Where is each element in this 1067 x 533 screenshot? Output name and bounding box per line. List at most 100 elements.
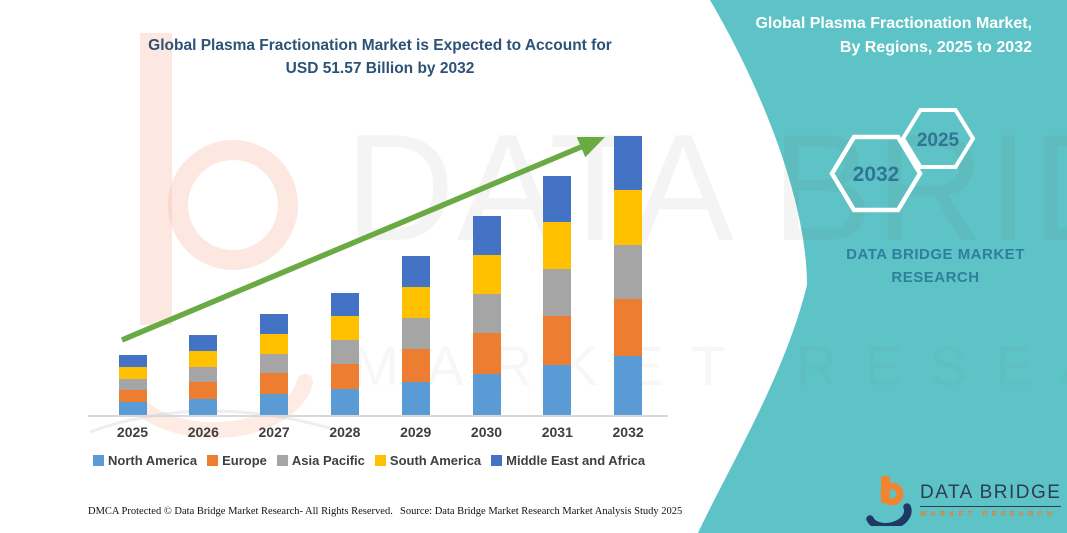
bar-segment-2032-south-america bbox=[614, 190, 643, 246]
bar-segment-2029-asia-pacific bbox=[401, 318, 430, 350]
bar-segment-2032-asia-pacific bbox=[614, 245, 643, 300]
bar-segment-2029-north-america bbox=[401, 381, 430, 416]
chart-title-line1: Global Plasma Fractionation Market is Ex… bbox=[148, 37, 612, 54]
bar-segment-2032-north-america bbox=[614, 356, 643, 416]
hexagon-2025 bbox=[900, 108, 976, 169]
logo-icon-bowl bbox=[880, 482, 904, 506]
footer-source: Source: Data Bridge Market Research Mark… bbox=[400, 506, 683, 517]
bar-segment-2026-north-america bbox=[189, 398, 218, 416]
legend-item-asia-pacific: Asia Pacific bbox=[276, 453, 365, 468]
x-tick-2029: 2029 bbox=[400, 424, 432, 440]
watermark-text-primary: DATA BRIDGE bbox=[345, 103, 1067, 273]
x-tick-2027: 2027 bbox=[258, 424, 290, 440]
legend-swatch-south-america bbox=[374, 455, 386, 466]
legend-swatch-europe bbox=[207, 455, 219, 466]
bar-2028 bbox=[330, 292, 359, 416]
bar-2026 bbox=[189, 335, 218, 416]
bar-segment-2025-asia-pacific bbox=[118, 378, 147, 390]
legend-label-south-america: South America bbox=[389, 453, 482, 468]
bar-segment-2026-europe bbox=[189, 381, 218, 399]
bar-segment-2030-north-america bbox=[472, 373, 501, 416]
bar-segment-2030-europe bbox=[472, 332, 501, 374]
hexagon-2032-label: 2032 bbox=[853, 163, 900, 186]
bar-2030 bbox=[472, 216, 501, 416]
logo-icon-swoosh bbox=[866, 503, 912, 526]
chart-legend: North America Europe Asia Pacific South Ame… bbox=[93, 453, 645, 468]
x-axis-line bbox=[88, 415, 668, 417]
legend-swatch-north-america bbox=[93, 455, 104, 466]
hexagon-badges: 2032 2025 bbox=[829, 108, 976, 213]
company-logo-icon bbox=[866, 476, 912, 526]
legend-item-europe: Europe bbox=[207, 453, 267, 468]
bar-2025 bbox=[118, 355, 147, 416]
bar-segment-2031-south-america bbox=[543, 222, 572, 270]
bar-segment-2025-middle-east-and-africa bbox=[118, 355, 147, 367]
chart-title-line2: USD 51.57 Billion by 2032 bbox=[285, 60, 475, 77]
teal-panel-shape bbox=[698, 0, 1067, 533]
legend-swatch-middle-east-and-africa bbox=[491, 455, 503, 466]
bar-2029 bbox=[401, 255, 430, 416]
company-logo-name: DATA BRIDGE bbox=[920, 482, 1062, 507]
legend-item-south-america: South America bbox=[374, 453, 482, 468]
logo-watermark-stem bbox=[140, 33, 172, 325]
chart-title: Global Plasma Fractionation Market is Ex… bbox=[95, 34, 665, 80]
bar-segment-2028-asia-pacific bbox=[330, 340, 359, 364]
bar-segment-2029-middle-east-and-africa bbox=[401, 255, 430, 287]
x-tick-2026: 2026 bbox=[187, 424, 219, 440]
bar-2031 bbox=[543, 176, 572, 416]
legend-item-middle-east-and-africa: Middle East and Africa bbox=[491, 453, 645, 468]
x-tick-2025: 2025 bbox=[116, 424, 149, 440]
bar-segment-2027-asia-pacific bbox=[260, 353, 289, 374]
panel-heading-line1: Global Plasma Fractionation Market, bbox=[755, 15, 1032, 32]
legend-label-middle-east-and-africa: Middle East and Africa bbox=[506, 453, 646, 468]
x-tick-2028: 2028 bbox=[329, 424, 361, 440]
panel-brand-text: DATA BRIDGE MARKET RESEARCH bbox=[828, 243, 1043, 289]
panel-heading: Global Plasma Fractionation Market, By R… bbox=[692, 12, 1032, 60]
bar-segment-2025-north-america bbox=[118, 402, 147, 416]
legend-label-asia-pacific: Asia Pacific bbox=[291, 453, 365, 468]
bar-segment-2031-middle-east-and-africa bbox=[543, 176, 572, 223]
bar-segment-2027-north-america bbox=[260, 394, 289, 416]
bar-segment-2030-south-america bbox=[472, 255, 501, 295]
panel-brand-line2: RESEARCH bbox=[891, 269, 980, 286]
company-logo-subtitle: MARKET RESEARCH bbox=[920, 509, 1057, 518]
bar-segment-2028-middle-east-and-africa bbox=[330, 292, 359, 316]
hexagon-2025-label: 2025 bbox=[917, 130, 960, 151]
bar-segment-2029-europe bbox=[401, 349, 430, 382]
legend-item-north-america: North America bbox=[93, 453, 197, 468]
panel-heading-line2: By Regions, 2025 to 2032 bbox=[839, 39, 1032, 56]
legend-swatch-asia-pacific bbox=[276, 455, 288, 466]
watermark-text-secondary: MARKET RESEARCH bbox=[352, 334, 1067, 397]
bar-segment-2026-south-america bbox=[189, 350, 218, 367]
bar-segment-2031-europe bbox=[543, 316, 572, 365]
x-tick-2031: 2031 bbox=[541, 424, 573, 440]
bar-segment-2028-north-america bbox=[330, 389, 359, 416]
bar-segment-2032-middle-east-and-africa bbox=[614, 136, 643, 191]
panel-brand-line1: DATA BRIDGE MARKET bbox=[846, 246, 1025, 263]
bar-segment-2027-south-america bbox=[260, 333, 289, 354]
logo-watermark-bowl bbox=[168, 140, 298, 270]
bar-segment-2027-middle-east-and-africa bbox=[260, 313, 289, 334]
bar-2032 bbox=[614, 136, 643, 416]
bar-segment-2025-europe bbox=[118, 389, 147, 403]
bar-segment-2026-asia-pacific bbox=[189, 366, 218, 382]
trend-arrow-line bbox=[120, 144, 583, 343]
bar-segment-2027-europe bbox=[260, 373, 289, 395]
x-tick-2032: 2032 bbox=[612, 424, 644, 440]
bar-segment-2031-asia-pacific bbox=[543, 269, 572, 317]
bar-segment-2028-south-america bbox=[330, 315, 359, 340]
company-logo: DATA BRIDGE MARKET RESEARCH bbox=[866, 474, 1062, 526]
company-logo-text: DATA BRIDGE MARKET RESEARCH bbox=[920, 482, 1062, 518]
bar-2027 bbox=[260, 313, 289, 416]
x-tick-2030: 2030 bbox=[470, 424, 503, 440]
logo-watermark-swoosh bbox=[124, 374, 313, 439]
bar-segment-2026-middle-east-and-africa bbox=[189, 335, 218, 351]
bar-segment-2025-south-america bbox=[118, 366, 147, 379]
footer-dmca: DMCA Protected © Data Bridge Market Rese… bbox=[88, 506, 393, 517]
hexagon-2032 bbox=[829, 134, 923, 213]
legend-label-north-america: North America bbox=[108, 453, 198, 468]
bar-segment-2032-europe bbox=[614, 299, 643, 357]
